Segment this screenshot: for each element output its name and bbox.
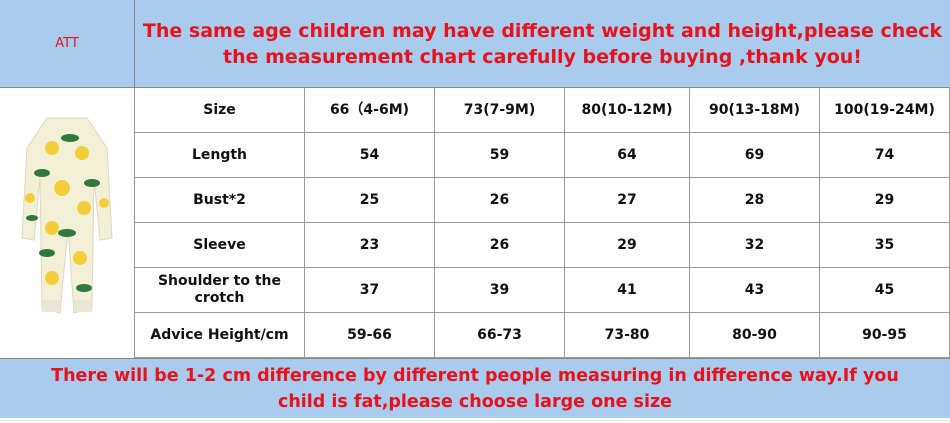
att-label: ATT [55,36,79,51]
row-label: Sleeve [135,223,305,268]
value-cell: 43 [690,268,820,313]
footer-line: There will be 1-2 cm difference by diffe… [51,365,899,386]
value-cell: 26 [435,223,565,268]
product-image [0,88,135,358]
value-cell: 74 [820,133,950,178]
value-cell: 69 [690,133,820,178]
row-label: Bust*2 [135,178,305,223]
value-cell: 28 [690,178,820,223]
value-cell: 37 [305,268,435,313]
value-cell: 32 [690,223,820,268]
footer-line: child is fat,please choose large one siz… [277,391,673,412]
value-cell: 80-90 [690,313,820,358]
notice-line: The same age children may have different… [142,19,943,42]
value-cell: 35 [820,223,950,268]
row-label: Advice Height/cm [135,313,305,358]
value-cell: 29 [565,223,690,268]
row-label: Shoulder to the crotch [135,268,305,313]
value-cell: 73-80 [565,313,690,358]
value-cell: 66-73 [435,313,565,358]
value-cell: 54 [305,133,435,178]
att-cell: ATT [0,0,135,88]
notice-line: the measurement chart carefully before b… [223,45,862,68]
value-cell: 64 [565,133,690,178]
header-cell: 73(7-9M) [435,88,565,133]
footer-notice: There will be 1-2 cm difference by diffe… [0,358,950,418]
value-cell: 39 [435,268,565,313]
header-cell: 100(19-24M) [820,88,950,133]
value-cell: 45 [820,268,950,313]
row-label: Length [135,133,305,178]
value-cell: 23 [305,223,435,268]
header-notice: The same age children may have different… [135,0,950,88]
value-cell: 59-66 [305,313,435,358]
value-cell: 25 [305,178,435,223]
header-cell: Size [135,88,305,133]
value-cell: 29 [820,178,950,223]
value-cell: 90-95 [820,313,950,358]
value-cell: 26 [435,178,565,223]
value-cell: 27 [565,178,690,223]
value-cell: 41 [565,268,690,313]
header-cell: 80(10-12M) [565,88,690,133]
romper-illustration [21,117,113,314]
header-cell: 90(13-18M) [690,88,820,133]
value-cell: 59 [435,133,565,178]
header-cell: 66（4-6M) [305,88,435,133]
